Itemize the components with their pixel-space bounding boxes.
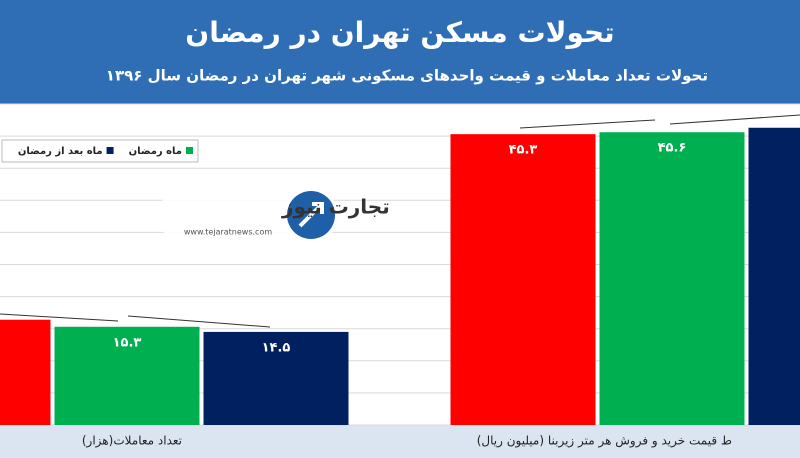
data-label: ۱۴.۵: [262, 340, 291, 355]
arrow: [0, 313, 119, 322]
category-label: ط قیمت خرید و فروش هر متر زیربنا (میلیون…: [477, 434, 732, 449]
legend-label: ماه بعد از رمضان: [18, 146, 103, 157]
data-label: ۴۵.۶: [658, 141, 687, 156]
data-label: ۴۵.۳: [509, 143, 538, 158]
legend-label: ماه رمضان: [129, 146, 182, 157]
legend-swatch: [106, 147, 114, 154]
bar: [0, 319, 51, 425]
watermark: تجارت نیوز www.tejaratnews.com: [158, 188, 390, 243]
arrow: [519, 119, 656, 129]
bar: [450, 134, 596, 425]
category-band: [0, 425, 800, 458]
legend-swatch: [186, 147, 193, 154]
bar: [54, 326, 200, 425]
bar: [599, 132, 745, 426]
trend-arrows: [0, 114, 800, 328]
logo-url: www.tejaratnews.com: [184, 228, 272, 237]
title: تحولات مسکن تهران در رمضان: [185, 16, 614, 49]
arrow: [127, 315, 271, 328]
logo-name: تجارت نیوز: [281, 195, 390, 219]
bar: [203, 331, 349, 425]
legend: [1, 139, 199, 163]
data-label: ۱۵.۳: [113, 335, 142, 350]
header-band: [0, 0, 800, 104]
logo-arrow: [298, 202, 324, 228]
subtitle: تحولات تعداد معاملات و قیمت واحدهای مسکو…: [106, 67, 708, 85]
category-label: تعداد معاملات(هزار): [82, 434, 182, 449]
arrow: [669, 114, 800, 125]
bar: [748, 127, 800, 425]
